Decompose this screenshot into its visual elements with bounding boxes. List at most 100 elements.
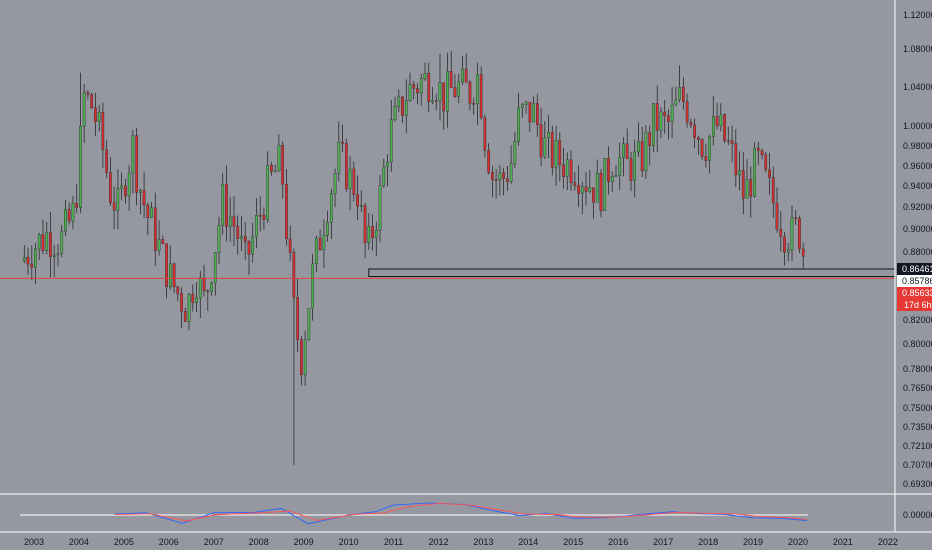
candle-up [71, 203, 75, 222]
year-tick-label: 2017 [653, 537, 673, 547]
candle-up [509, 163, 513, 182]
candle-down [247, 241, 251, 255]
candle-down [798, 218, 801, 250]
candle-down [165, 243, 168, 288]
candle-up [753, 147, 756, 197]
candle-down [30, 263, 34, 268]
candle-up [644, 132, 648, 171]
candle-down [449, 71, 453, 88]
candle-down [123, 185, 127, 197]
candle-down [86, 92, 90, 95]
candle-up [303, 339, 307, 376]
price-tag-label: 0.85786 [902, 276, 932, 286]
candle-down [161, 239, 165, 244]
candle-up [228, 216, 232, 227]
candle-down [318, 237, 322, 251]
candle-down [775, 202, 779, 230]
candle-up [610, 176, 614, 182]
candle-down [779, 228, 783, 237]
candle-down [285, 184, 288, 240]
candle-down [105, 149, 108, 173]
candle-down [26, 257, 30, 265]
candle-down [236, 226, 240, 239]
candle-up [307, 308, 311, 340]
candle-up [266, 164, 269, 220]
candle-up [138, 190, 142, 193]
candle-down [569, 159, 573, 184]
year-tick-label: 2016 [608, 537, 628, 547]
candle-down [723, 114, 726, 141]
candle-up [378, 185, 382, 231]
candle-down [206, 290, 210, 292]
candle-up [517, 107, 520, 142]
candle-up [404, 100, 408, 116]
candle-down [801, 248, 805, 257]
candle-down [356, 194, 359, 207]
candle-down [453, 87, 457, 97]
candle-up [423, 73, 427, 80]
candle-up [554, 140, 558, 168]
candle-down [704, 156, 708, 161]
candle-down [243, 235, 247, 242]
candle-down [202, 277, 206, 292]
candle-down [292, 252, 296, 298]
year-tick-label: 2020 [788, 537, 808, 547]
countdown-tag [897, 299, 932, 311]
year-tick-label: 2013 [473, 537, 493, 547]
candle-up [622, 143, 625, 158]
candle-up [217, 224, 221, 253]
support-box[interactable] [368, 268, 896, 277]
candle-up [543, 137, 547, 158]
candle-down [288, 238, 292, 253]
candle-up [457, 81, 460, 97]
candle-down [689, 121, 693, 125]
candle-down [783, 236, 786, 253]
candle-down [472, 103, 475, 105]
year-tick-label: 2008 [249, 537, 269, 547]
candle-down [715, 116, 719, 127]
countdown-label: 17d 6h [904, 300, 932, 310]
price-tag [897, 275, 932, 287]
candle-up [97, 111, 101, 122]
macd-line [114, 502, 808, 525]
candle-up [476, 74, 479, 105]
candle-up [195, 297, 198, 303]
candle-down [494, 179, 498, 181]
candle-down [191, 294, 195, 303]
candle-up [521, 104, 524, 109]
year-tick-label: 2006 [159, 537, 179, 547]
candle-up [603, 157, 607, 211]
candle-up [446, 71, 449, 112]
candle-down [502, 172, 505, 179]
candle-up [116, 188, 120, 211]
candle-up [22, 257, 26, 261]
candle-down [749, 179, 753, 197]
candle-down [135, 135, 138, 193]
year-tick-label: 2010 [339, 537, 359, 547]
candle-up [637, 141, 640, 153]
candle-up [150, 207, 153, 218]
candle-down [427, 73, 431, 103]
candle-up [652, 103, 655, 146]
candle-down [562, 164, 565, 177]
year-tick-label: 2005 [114, 537, 134, 547]
candle-up [127, 172, 131, 197]
candle-down [667, 115, 670, 122]
candle-up [34, 248, 37, 268]
time-axis[interactable]: 2003 2004 2005 2006 2007 2008 2009 2010 2011 2012… [24, 537, 898, 547]
candle-up [670, 104, 674, 122]
candle-down [760, 150, 764, 156]
candle-down [764, 154, 768, 171]
candle-up [221, 183, 225, 226]
